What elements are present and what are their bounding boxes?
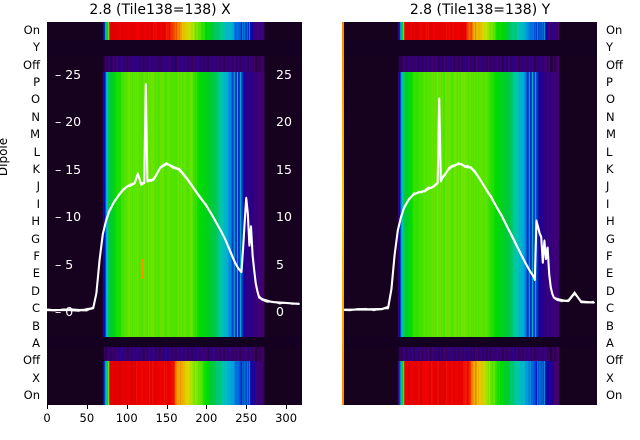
xtick-label-100: 100: [115, 411, 138, 425]
panel-x-band-rainbow-bottom: [47, 361, 302, 405]
category-label-n-5: N: [606, 109, 615, 124]
panel-y-band-purple-upper: [342, 56, 597, 72]
category-label-i-10: I: [36, 196, 40, 211]
xtick-mark: [246, 405, 248, 409]
category-label-h-11: H: [606, 214, 615, 229]
category-label-c-16: C: [31, 301, 40, 316]
category-label-d-15: D: [31, 283, 40, 298]
category-label-g-12: G: [606, 231, 615, 246]
panel-y-band-main: [342, 72, 597, 337]
category-label-d-15: D: [606, 283, 615, 298]
panel-x: 2.8 (Tile138=138) X – 25– 20– 15– 10– 5–…: [43, 2, 302, 437]
category-label-h-11: H: [31, 214, 40, 229]
panel-y-amplitude-trace: [342, 97, 595, 312]
panel-x-band-dark-lower: [47, 337, 302, 347]
category-label-f-13: F: [33, 249, 40, 264]
xtick-label-0: 0: [43, 411, 51, 425]
xtick-label-250: 250: [235, 411, 258, 425]
category-label-f-13: F: [606, 249, 613, 264]
panel-x-plot-area[interactable]: [47, 22, 302, 405]
y-axis-label: Dipole: [0, 137, 11, 177]
panel-y-band-purple-lower: [342, 347, 597, 361]
category-label-k-8: K: [606, 161, 614, 176]
xtick-mark: [206, 405, 208, 409]
orange-marker: [141, 258, 144, 279]
category-label-off-19: Off: [23, 353, 40, 368]
xtick-mark: [166, 405, 168, 409]
category-label-a-18: A: [32, 336, 40, 351]
panel-x-band-main: [47, 72, 302, 337]
category-label-e-14: E: [32, 266, 40, 281]
category-label-b-17: B: [32, 318, 40, 333]
xtick-label-50: 50: [79, 411, 95, 425]
category-label-c-16: C: [606, 301, 615, 316]
category-label-off-2: Off: [606, 57, 623, 72]
xtick-mark: [86, 405, 88, 409]
xtick-mark: [286, 405, 288, 409]
category-label-p-3: P: [606, 74, 613, 89]
xtick-mark: [126, 405, 128, 409]
panel-y-left-edge-line: [342, 22, 344, 405]
xtick-label-150: 150: [155, 411, 178, 425]
category-label-x-20: X: [32, 370, 40, 385]
category-label-i-10: I: [606, 196, 610, 211]
panel-y-band-dark-lower: [342, 337, 597, 347]
panel-y-plot-area[interactable]: [342, 22, 597, 405]
category-axis-left: On Y Off P O N M L K J I H G F E D C B A Off X On: [0, 22, 44, 405]
category-label-g-12: G: [31, 231, 40, 246]
category-label-o-4: O: [606, 92, 616, 107]
category-label-l-7: L: [33, 144, 40, 159]
category-label-k-8: K: [32, 161, 40, 176]
category-label-a-18: A: [606, 336, 614, 351]
panel-y-band-dark-upper: [342, 40, 597, 56]
panel-x-band-purple-lower: [47, 347, 302, 361]
category-label-on-0: On: [606, 22, 623, 37]
category-label-on-0: On: [23, 22, 40, 37]
panel-x-amplitude-trace: [47, 82, 300, 312]
category-axis-right: On Y Off P O N M L K J I H G F E D C B A Off X On: [600, 22, 640, 405]
panel-x-xaxis: 0 50 100 150 200 250 300: [43, 405, 302, 437]
category-label-o-4: O: [30, 92, 40, 107]
category-label-e-14: E: [606, 266, 614, 281]
category-label-l-7: L: [606, 144, 613, 159]
category-label-x-20: X: [606, 370, 614, 385]
category-label-m-6: M: [606, 127, 616, 142]
panel-y-title: 2.8 (Tile138=138) Y: [409, 2, 551, 18]
panel-x-band-rainbow-top: [47, 22, 302, 40]
panel-x-band-purple-upper: [47, 56, 302, 72]
xtick-label-300: 300: [275, 411, 298, 425]
category-label-y-1: Y: [32, 40, 40, 55]
category-label-j-9: J: [36, 179, 40, 194]
category-label-b-17: B: [606, 318, 614, 333]
panel-x-title: 2.8 (Tile138=138) X: [89, 2, 231, 18]
category-label-j-9: J: [606, 179, 610, 194]
category-label-y-1: Y: [606, 40, 614, 55]
xtick-label-200: 200: [195, 411, 218, 425]
category-label-off-19: Off: [606, 353, 623, 368]
panel-y: 2.8 (Tile138=138) Y – 25– 20– 15– 10– 5–…: [320, 0, 640, 440]
panel-y-band-rainbow-top: [342, 22, 597, 40]
category-label-n-5: N: [31, 109, 40, 124]
category-label-off-2: Off: [23, 57, 40, 72]
category-label-p-3: P: [33, 74, 40, 89]
category-label-on-21: On: [606, 388, 623, 403]
panel-x-band-dark-upper: [47, 40, 302, 56]
category-label-on-21: On: [23, 388, 40, 403]
xtick-mark: [47, 405, 48, 409]
panel-y-band-rainbow-bottom: [342, 361, 597, 405]
category-label-m-6: M: [30, 127, 40, 142]
